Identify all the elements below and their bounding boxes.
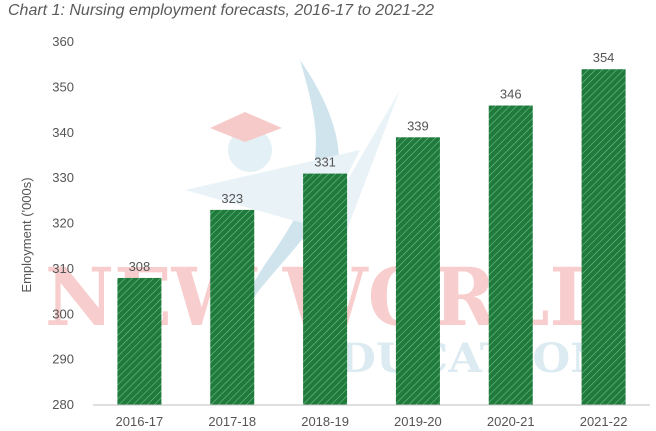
x-tick-label: 2020-21: [487, 414, 535, 429]
data-label: 331: [314, 155, 336, 170]
y-tick-label: 360: [52, 34, 74, 49]
y-tick-label: 310: [52, 261, 74, 276]
x-tick-label: 2017-18: [208, 414, 256, 429]
bar-2021-22: [581, 69, 626, 405]
data-labels-group: 308 323 331 339 346 354: [129, 50, 615, 274]
data-label: 354: [593, 50, 615, 65]
bar-2020-21: [488, 105, 533, 406]
bar-2016-17: [117, 277, 162, 405]
y-tick-label: 320: [52, 216, 74, 231]
graduation-cap-icon: [210, 112, 282, 142]
y-tick-label: 300: [52, 306, 74, 321]
y-tick-label: 340: [52, 125, 74, 140]
y-tick-label: 350: [52, 79, 74, 94]
y-tick-label: 280: [52, 397, 74, 412]
bar-2019-20: [395, 137, 440, 405]
y-tick-label: 290: [52, 352, 74, 367]
y-tick-label: 330: [52, 170, 74, 185]
chart-title: Chart 1: Nursing employment forecasts, 2…: [8, 2, 435, 19]
x-tick-label: 2019-20: [394, 414, 442, 429]
x-tick-label: 2021-22: [580, 414, 628, 429]
data-label: 323: [221, 191, 243, 206]
x-tick-label: 2018-19: [301, 414, 349, 429]
bar-2017-18: [210, 209, 255, 405]
data-label: 308: [129, 259, 151, 274]
watermark-line2: EDUCATION: [305, 335, 610, 382]
x-tick-label: 2016-17: [116, 414, 164, 429]
bars-group: [117, 69, 626, 406]
y-axis-title: Employment ('000s): [19, 177, 34, 292]
data-label: 339: [407, 118, 429, 133]
y-axis: 280 290 300 310 320 330 340 350 360: [52, 34, 74, 412]
x-axis: 2016-17 2017-18 2018-19 2019-20 2020-21 2021-…: [116, 414, 628, 429]
data-label: 346: [500, 87, 522, 102]
bar-2018-19: [303, 173, 348, 405]
